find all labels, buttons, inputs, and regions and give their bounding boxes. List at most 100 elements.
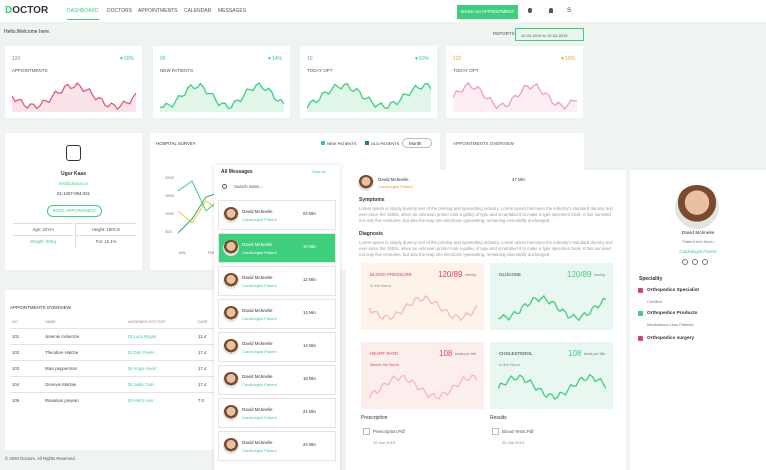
vital-unit: mm/hg	[465, 273, 476, 277]
user-initial[interactable]: S	[567, 8, 572, 14]
sparkline-area	[498, 296, 606, 323]
sparkline-box	[306, 80, 432, 114]
vital-label: BLOOD PRESSURE	[370, 272, 412, 277]
message-item[interactable]: David Mcknelie Cardiologist Patient 04 Min	[218, 200, 336, 230]
contact-icon[interactable]	[692, 259, 698, 265]
sender-role: Cardiologist Patient	[242, 382, 277, 387]
table-header: ASSIGNED DOCTOR	[128, 320, 166, 324]
top-nav: DOCTOR DASHBOARD DOCTORS APPOINTMENTS CALEND…	[0, 0, 766, 22]
stat-card: 00 ▼14% NEW PATIENTS	[153, 46, 290, 118]
avatar	[223, 372, 239, 388]
profile-fact: Height: 180Cm	[75, 223, 136, 236]
profile-fact: Fat: 15.4%	[75, 235, 136, 248]
messages-panel: All Messages View all Search name... David …	[214, 165, 340, 470]
sparkline-area	[453, 83, 577, 112]
legend-swatch	[321, 141, 325, 145]
vital-card: BLOOD PRESSURE 120/89 mm/hg In the Norm	[361, 263, 484, 330]
speciality-name: Orthopedics surgery	[647, 336, 695, 341]
vital-wave	[368, 372, 478, 404]
appointments-table-card: APPOINTMENTS OVERVIEW NO NAME ASSIGNED DOCT…	[5, 290, 214, 450]
bell-icon[interactable]	[549, 8, 553, 13]
nav-link[interactable]: DOCTORS	[107, 8, 132, 14]
nav-link[interactable]: CALENDAR	[184, 8, 212, 14]
vital-wave	[497, 293, 607, 325]
table-cell: Theodore Hatche	[45, 350, 79, 355]
sender-role: Cardiologist Patient	[242, 448, 277, 453]
legend-label: OLD PATIENTS	[371, 141, 400, 146]
reports-label: REPORTS:	[493, 31, 516, 36]
file-checkbox[interactable]	[492, 428, 499, 435]
sender-name: David Mcknelie	[242, 308, 273, 313]
stat-card: 10 ▼50% TODAY OPT	[300, 46, 437, 118]
table-cell: Dr.Angie Hood	[128, 366, 156, 371]
message-time: 10 Min	[303, 244, 316, 249]
table-cell: Ravanian prejean	[45, 398, 79, 403]
stat-change: ▼60%	[119, 56, 134, 62]
message-item[interactable]: David Mcknelie Cardiologist Patient 21 Min	[218, 398, 336, 428]
avatar	[223, 240, 239, 256]
vital-label: HEART RATE	[370, 351, 399, 356]
message-item[interactable]: David Mcknelie Cardiologist Patient 14 Min	[218, 299, 336, 329]
stat-label: TODAY OPT	[453, 68, 479, 73]
contact-icon[interactable]	[702, 259, 708, 265]
vital-card: CHOLESTEROL 108 beats per Min In the Norm	[490, 342, 613, 409]
date-range-dropdown[interactable]: 10-04-2019 to 10-04-2019	[515, 28, 584, 41]
message-item[interactable]: David Mcknelie Cardiologist Patient 12 Min	[218, 266, 336, 296]
sparkline-box	[11, 80, 137, 114]
sparkline-line	[306, 82, 432, 110]
sparkline	[452, 82, 578, 112]
vital-status: In the Norm	[499, 362, 520, 367]
message-item[interactable]: David Mcknelie Cardiologist Patient 18 Min	[218, 365, 336, 395]
message-item[interactable]: David Mcknelie Cardiologist Patient 10 Min	[218, 233, 336, 263]
speciality-icon	[638, 288, 643, 293]
sparkline	[497, 294, 607, 323]
file-checkbox[interactable]	[363, 428, 370, 435]
stat-card: 120 ▼10% TODAY OPT	[446, 46, 583, 118]
symptoms-title: Symptoms	[359, 197, 385, 203]
sender-role: Cardiologist Patient	[242, 415, 277, 420]
table-cell: 7.0	[198, 398, 204, 403]
table-cell: Genevie Marlow	[45, 382, 77, 387]
file-name[interactable]: Blood-Tests.Pdf	[502, 429, 534, 434]
profile-fact: Age: 34Yrs	[13, 223, 73, 236]
file-name[interactable]: Prescription.Pdf	[373, 429, 405, 434]
user-icon[interactable]	[528, 8, 532, 13]
table-cell: 12.4	[198, 334, 207, 339]
x-tick-label: FEB	[208, 250, 216, 255]
make-appointment-button[interactable]: MAKE AN APPOINTMENT	[457, 5, 518, 19]
avatar	[223, 339, 239, 355]
patient-role: Cardiologist Patient	[378, 184, 413, 189]
table-row-line	[10, 344, 214, 345]
patient-role: Cardiologist Patient	[679, 249, 717, 254]
message-time: 47 Min	[512, 177, 525, 182]
messages-title: All Messages	[221, 169, 253, 175]
sparkline-line	[497, 373, 607, 401]
table-row-line	[10, 376, 214, 377]
diagnosis-text: Lorem Ipsum is simply dummy text of the …	[359, 240, 613, 257]
vital-status: Above the Norm	[370, 362, 399, 367]
sender-role: Cardiologist Patient	[242, 316, 277, 321]
stat-change: ▼10%	[560, 56, 575, 62]
period-dropdown[interactable]: Month	[402, 138, 432, 148]
nav-link[interactable]: DASHBOARD	[67, 8, 99, 20]
table-cell: Dr.Dan Freels	[128, 350, 155, 355]
nav-link[interactable]: MESSAGES	[218, 8, 247, 14]
file-date: 20 Jan 2019	[373, 440, 396, 445]
book-appointment-button[interactable]: BOOK APPOINTMENT	[47, 205, 102, 217]
sparkline	[368, 294, 478, 322]
patient-info: Patient Info Norm	[682, 239, 714, 244]
contact-icon[interactable]	[682, 259, 688, 265]
table-cell: 104	[12, 382, 20, 387]
view-all-link[interactable]: View all	[312, 169, 326, 174]
search-input[interactable]: Search name...	[234, 184, 264, 189]
table-title: APPOINTMENTS OVERVIEW	[10, 305, 71, 310]
survey-title: HOSPITAL SURVEY	[156, 141, 196, 146]
nav-link[interactable]: APPOINTMENTS	[138, 8, 178, 14]
patient-name: David Mcknelie	[378, 177, 409, 182]
profile-card: Ugur Kaas test@doctor.co 01-1207-004-321 BO…	[5, 133, 142, 270]
sparkline-area	[12, 83, 136, 112]
table-cell: Dr.Harry ross	[128, 398, 154, 403]
message-item[interactable]: David Mcknelie Cardiologist Patient 24 Min	[218, 431, 336, 461]
message-item[interactable]: David Mcknelie Cardiologist Patient 14 Min	[218, 332, 336, 362]
